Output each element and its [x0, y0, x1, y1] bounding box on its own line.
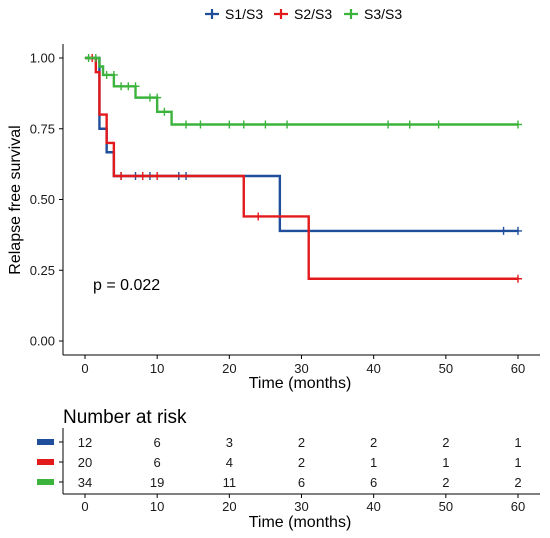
- censor-mark: [109, 70, 118, 79]
- risk-count: 19: [150, 475, 164, 490]
- legend-key-1: [205, 9, 219, 19]
- censor-mark: [283, 120, 292, 129]
- risk-count: 6: [154, 455, 161, 470]
- legend-key-3: [344, 9, 358, 19]
- risk-count: 6: [370, 475, 377, 490]
- p-value-annotation: p = 0.022: [93, 277, 160, 294]
- censor-mark: [153, 172, 162, 181]
- risk-x-tick-label: 10: [150, 499, 164, 514]
- x-tick-label: 10: [150, 361, 164, 376]
- risk-x-tick-label: 60: [511, 499, 525, 514]
- risk-count: 12: [78, 435, 92, 450]
- x-axis-ticks: 0 10 20 30 40 50 60: [81, 355, 525, 376]
- censor-mark: [514, 120, 522, 129]
- risk-count: 2: [298, 455, 305, 470]
- legend-key-2: [274, 9, 288, 19]
- risk-count: 3: [226, 435, 233, 450]
- risk-count: 6: [154, 435, 161, 450]
- censor-mark: [91, 54, 100, 62]
- legend-label-2: S2/S3: [294, 6, 332, 22]
- risk-count: 6: [298, 475, 305, 490]
- x-tick-label: 0: [81, 361, 88, 376]
- y-axis-ticks: 0.00 0.25 0.50 0.75 1.00: [30, 51, 63, 349]
- censor-mark: [124, 82, 133, 91]
- risk-count: 11: [223, 475, 237, 490]
- censor-mark: [225, 120, 234, 129]
- y-tick-label: 0.00: [30, 334, 55, 349]
- survival-curves: [84, 54, 522, 283]
- censor-mark: [117, 172, 126, 181]
- risk-rows: 12 6 3 2 2 2 120 6 4 2 1 1 134 19 11 6 6 2 2: [37, 435, 522, 490]
- censor-mark: [514, 226, 522, 235]
- risk-x-tick-label: 40: [366, 499, 380, 514]
- risk-x-tick-label: 20: [222, 499, 236, 514]
- risk-count: 20: [78, 455, 92, 470]
- x-tick-label: 30: [294, 361, 308, 376]
- censor-mark: [153, 93, 162, 102]
- censor-mark: [405, 120, 414, 129]
- x-tick-label: 20: [222, 361, 236, 376]
- survival-curve-2: [85, 56, 518, 280]
- y-tick-label: 0.75: [30, 121, 55, 136]
- censor-mark: [196, 120, 205, 129]
- y-tick-label: 0.25: [30, 263, 55, 278]
- x-tick-label: 40: [366, 361, 380, 376]
- censor-mark: [499, 226, 508, 235]
- censor-mark: [514, 274, 522, 283]
- risk-row-color-key: [37, 439, 54, 445]
- survival-curve-3: [85, 56, 518, 126]
- risk-count: 1: [370, 455, 377, 470]
- x-tick-label: 60: [511, 361, 525, 376]
- censor-mark: [145, 93, 154, 102]
- censor-mark: [254, 212, 263, 221]
- censor-mark: [384, 120, 393, 129]
- risk-count: 1: [514, 435, 521, 450]
- risk-count: 2: [442, 475, 449, 490]
- risk-x-axis-ticks: 0 10 20 30 40 50 60: [81, 494, 525, 514]
- y-tick-label: 1.00: [30, 51, 55, 66]
- legend: S1/S3 S2/S3 S3/S3: [205, 6, 402, 22]
- survival-curve-1: [85, 56, 518, 233]
- legend-label-1: S1/S3: [225, 6, 263, 22]
- y-tick-label: 0.50: [30, 192, 55, 207]
- risk-x-axis-title: Time (months): [249, 514, 352, 531]
- risk-row-color-key: [37, 459, 54, 465]
- risk-count: 1: [514, 455, 521, 470]
- risk-x-tick-label: 30: [294, 499, 308, 514]
- censor-mark: [131, 82, 140, 91]
- risk-table: Number at risk 12 6 3 2 2 2 120 6 4 2 1 1 134 19 11 6 6 2…: [37, 407, 540, 531]
- survival-plot: 0.00 0.25 0.50 0.75 1.00 0 10 20 30 40 50 60 p = 0…: [7, 44, 540, 392]
- risk-row-color-key: [37, 479, 54, 485]
- censor-mark: [261, 120, 270, 129]
- risk-count: 2: [442, 435, 449, 450]
- risk-count: 2: [298, 435, 305, 450]
- x-tick-label: 50: [439, 361, 453, 376]
- risk-count: 1: [442, 455, 449, 470]
- risk-count: 34: [78, 475, 92, 490]
- risk-count: 2: [370, 435, 377, 450]
- censor-mark: [239, 120, 248, 129]
- censor-mark: [102, 70, 111, 79]
- y-axis-title: Relapse free survival: [7, 125, 24, 274]
- risk-x-tick-label: 0: [81, 499, 88, 514]
- censor-mark: [182, 120, 191, 129]
- risk-table-title: Number at risk: [63, 407, 187, 428]
- censor-mark: [117, 82, 126, 91]
- censor-mark: [160, 107, 169, 116]
- censor-mark: [434, 120, 443, 129]
- risk-count: 2: [514, 475, 521, 490]
- censor-mark: [138, 172, 147, 181]
- risk-count: 4: [226, 455, 233, 470]
- risk-x-tick-label: 50: [439, 499, 453, 514]
- censor-mark: [84, 54, 93, 62]
- legend-label-3: S3/S3: [364, 6, 402, 22]
- x-axis-title: Time (months): [249, 375, 352, 392]
